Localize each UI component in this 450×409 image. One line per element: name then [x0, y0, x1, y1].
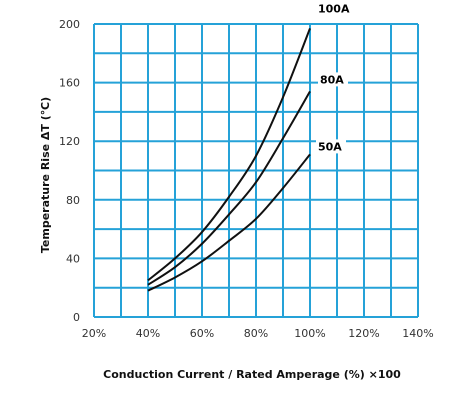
y-tick-label: 120	[59, 135, 80, 148]
series-label-100A: 100A	[318, 2, 350, 15]
series-label-bg	[318, 72, 348, 87]
x-tick-label: 120%	[348, 327, 379, 340]
series-line-80A	[147, 90, 311, 286]
series-label-50A: 50A	[318, 140, 342, 153]
y-tick-label: 200	[59, 18, 80, 31]
series-label-bg	[316, 1, 346, 16]
series-line-50A	[147, 153, 311, 292]
series-labels: 100A 80A 50A	[316, 1, 350, 154]
x-tick-labels: 20% 40% 60% 80% 100% 120% 140%	[82, 327, 434, 340]
x-tick-label: 140%	[402, 327, 433, 340]
series-lines	[147, 28, 311, 292]
x-tick-label: 100%	[294, 327, 325, 340]
x-tick-label: 20%	[82, 327, 106, 340]
y-tick-label: 160	[59, 77, 80, 90]
x-tick-label: 40%	[136, 327, 160, 340]
y-tick-label: 80	[66, 194, 80, 207]
series-label-80A: 80A	[320, 73, 344, 86]
series-label-bg	[316, 139, 346, 154]
x-tick-label: 60%	[190, 327, 214, 340]
y-axis-title: Temperature Rise ΔT (℃)	[39, 97, 52, 253]
y-tick-labels: 0 40 80 120 160 200	[59, 18, 80, 324]
series-line-100A	[147, 28, 311, 282]
grid	[93, 23, 419, 318]
y-tick-label: 0	[73, 311, 80, 324]
x-axis-title: Conduction Current / Rated Amperage (%) …	[103, 368, 401, 381]
y-tick-label: 40	[66, 252, 80, 265]
x-tick-label: 80%	[244, 327, 268, 340]
